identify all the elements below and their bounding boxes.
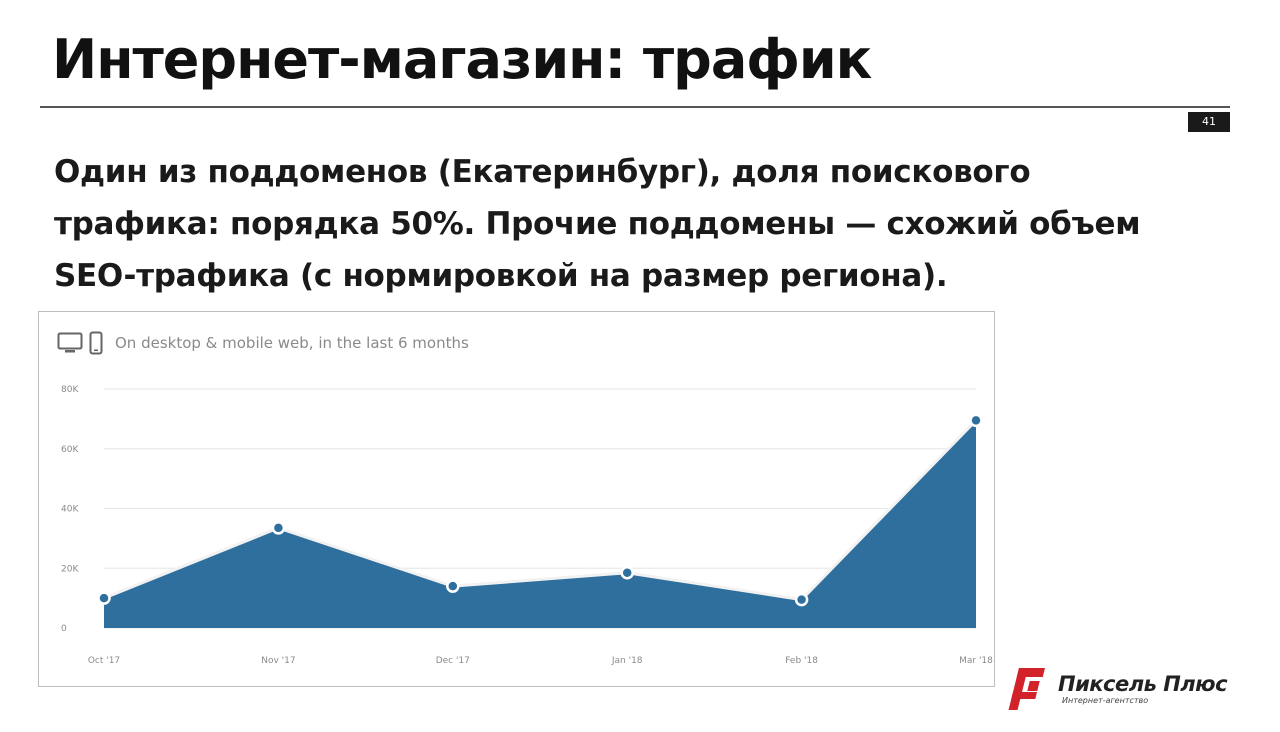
slide-number: 41 (1188, 112, 1230, 132)
x-tick-label: Dec '17 (436, 656, 470, 666)
slide-title: Интернет-магазин: трафик (52, 28, 872, 91)
data-point (969, 413, 983, 428)
data-point (794, 592, 809, 607)
chart-header: On desktop & mobile web, in the last 6 m… (57, 330, 469, 356)
traffic-chart-panel: 0 20K 40K 60K 80K Oct '17 Nov '17 Dec '17 Jan '1… (38, 311, 995, 687)
desktop-icon[interactable] (57, 332, 83, 354)
y-tick-label: 20K (61, 564, 79, 574)
y-tick-label: 80K (61, 385, 79, 395)
x-tick-label: Feb '18 (785, 656, 818, 666)
data-point (271, 521, 286, 535)
traffic-chart: 0 20K 40K 60K 80K Oct '17 Nov '17 Dec '17 Jan '1… (61, 385, 993, 666)
brand-name: Пиксель Плюс (1058, 672, 1228, 696)
y-tick-label: 60K (61, 445, 79, 455)
x-tick-label: Mar '18 (959, 656, 993, 666)
chart-scope-label: On desktop & mobile web, in the last 6 m… (115, 334, 469, 352)
data-point (97, 591, 111, 605)
pixel-plus-logo-icon (1008, 668, 1046, 710)
x-tick-label: Oct '17 (88, 656, 120, 666)
y-tick-label: 40K (61, 505, 79, 515)
x-tick-label: Jan '18 (611, 656, 643, 666)
brand-logo: Пиксель Плюс Интернет-агентство (1006, 664, 1228, 714)
series-line (103, 419, 978, 602)
mobile-icon[interactable] (89, 331, 103, 355)
series-area (104, 420, 976, 628)
x-tick-label: Nov '17 (261, 656, 295, 666)
brand-subtitle: Интернет-агентство (1062, 696, 1149, 705)
y-tick-label: 0 (61, 624, 67, 634)
data-point (620, 565, 634, 580)
title-divider (40, 106, 1230, 108)
data-point (446, 579, 460, 593)
slide-body-text: Один из поддоменов (Екатеринбург), доля … (54, 154, 1141, 294)
